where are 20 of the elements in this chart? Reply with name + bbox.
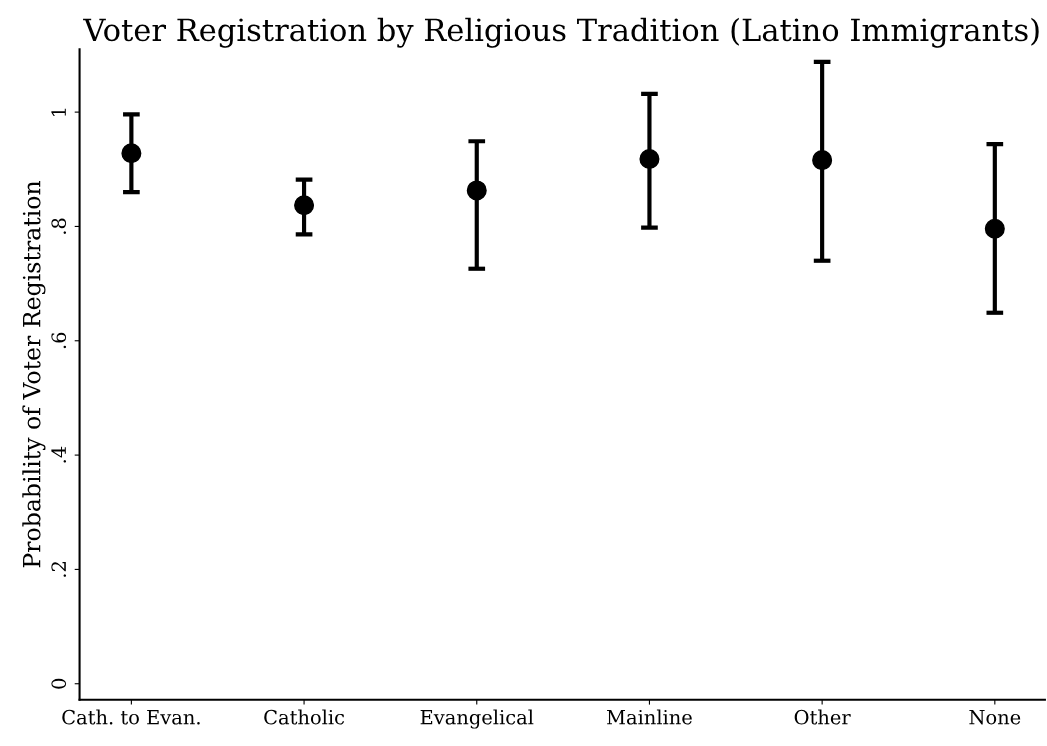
y-axis-title: Probability of Voter Registration [22, 180, 46, 568]
point [812, 150, 833, 171]
point [639, 148, 660, 170]
y-tick-label: .8 [51, 218, 67, 234]
point [121, 143, 142, 164]
point [466, 180, 487, 201]
chart-title: Voter Registration by Religious Tradition (Latino Immigrants) [83, 17, 1039, 48]
y-tick-label: 1 [51, 108, 66, 116]
x-tick-label: None [969, 710, 1021, 725]
x-tick-label: Cath. to Evan. [62, 709, 200, 725]
y-tick-label: .4 [51, 446, 67, 463]
point [984, 218, 1005, 239]
x-tick-label: Catholic [264, 709, 345, 725]
x-tick-label: Evangelical [420, 709, 534, 729]
y-tick-label: .2 [51, 562, 67, 577]
point [294, 195, 315, 216]
y-tick-label: 0 [51, 678, 67, 689]
x-tick-label: Other [794, 709, 851, 725]
x-tick-label: Mainline [607, 709, 692, 725]
y-tick-label: .6 [51, 332, 67, 349]
